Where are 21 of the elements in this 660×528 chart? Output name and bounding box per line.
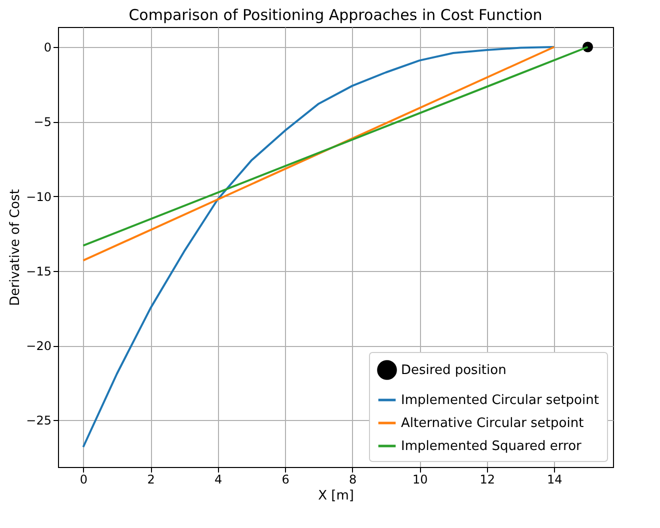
y-tick-label: −10 (26, 190, 52, 204)
legend-label: Alternative Circular setpoint (401, 416, 584, 431)
y-tick-label: −15 (26, 264, 52, 278)
y-tick-label: −25 (26, 414, 52, 428)
x-axis-title: X [m] (318, 488, 354, 504)
x-tick-label: 10 (412, 472, 428, 486)
x-tick-label: 6 (282, 472, 290, 486)
y-axis-title: Derivative of Cost (8, 189, 24, 306)
y-tick-label: 0 (44, 40, 52, 54)
x-tick-label: 12 (480, 472, 496, 486)
legend-label: Desired position (401, 363, 506, 378)
y-tick-label: −5 (34, 115, 52, 130)
legend-label: Implemented Squared error (401, 439, 582, 454)
x-tick-label: 4 (214, 472, 222, 486)
legend-label: Implemented Circular setpoint (401, 393, 599, 408)
x-tick-label: 14 (546, 472, 562, 486)
chart-title: Comparison of Positioning Approaches in Cost Function (128, 6, 542, 24)
x-tick-label: 2 (147, 472, 155, 486)
x-tick-label: 8 (349, 472, 357, 486)
x-tick-label: 0 (80, 472, 88, 486)
y-tick-label: −20 (26, 339, 52, 354)
